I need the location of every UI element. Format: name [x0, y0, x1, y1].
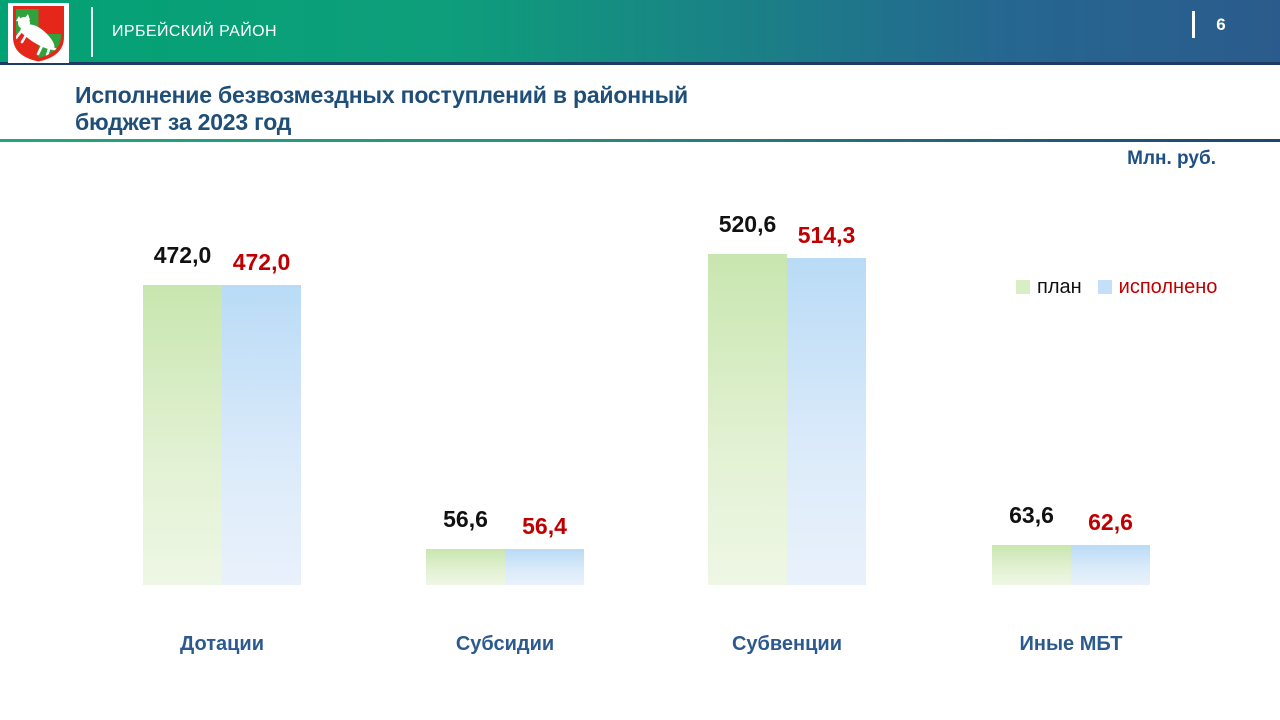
page-number-divider	[1192, 11, 1195, 38]
executed-value-label: 514,3	[797, 222, 856, 248]
plan-bar	[143, 285, 222, 585]
executed-bar	[222, 285, 301, 585]
executed-value-label: 62,6	[1088, 509, 1133, 535]
plan-value-label: 520,6	[718, 211, 777, 237]
executed-value-label: 472,0	[232, 249, 291, 275]
header-divider	[91, 7, 93, 57]
plan-bar	[708, 254, 787, 585]
plan-value-label: 472,0	[153, 242, 212, 268]
category-label: Субвенции	[731, 633, 843, 655]
chart-legend: план исполнено	[1016, 276, 1217, 299]
plan-bar	[992, 545, 1071, 585]
district-name: ИРБЕЙСКИЙ РАЙОН	[112, 23, 277, 40]
executed-bar	[1071, 545, 1150, 585]
executed-bar	[787, 258, 866, 585]
coat-of-arms-icon	[8, 3, 69, 63]
slide-header: ИРБЕЙСКИЙ РАЙОН 6	[0, 0, 1280, 65]
executed-legend-label: исполнено	[1118, 276, 1218, 298]
plan-value-label: 63,6	[1009, 502, 1054, 528]
units-label: Млн. руб.	[1127, 148, 1216, 169]
executed-bar	[505, 549, 584, 585]
executed-legend-swatch-icon	[1097, 280, 1112, 294]
plan-legend-label: план	[1037, 276, 1082, 298]
slide-title-line1: Исполнение безвозмездных поступлений в р…	[75, 82, 688, 108]
plan-bar	[426, 549, 505, 585]
category-label: Субсидии	[455, 633, 555, 655]
bar-chart: 472,0 472,0 Дотации 56,6 56,4 Субсидии 520,6 51…	[143, 211, 1150, 655]
executed-value-label: 56,4	[522, 513, 567, 539]
title-underline	[0, 139, 1280, 142]
slide-title-line2: бюджет за 2023 год	[75, 109, 292, 135]
page-number: 6	[1216, 15, 1226, 34]
plan-value-label: 56,6	[443, 506, 488, 532]
category-label: Иные МБТ	[1019, 633, 1123, 655]
slide-title: Исполнение безвозмездных поступлений в р…	[75, 82, 975, 136]
plan-legend-swatch-icon	[1016, 280, 1030, 294]
category-label: Дотации	[179, 633, 264, 655]
